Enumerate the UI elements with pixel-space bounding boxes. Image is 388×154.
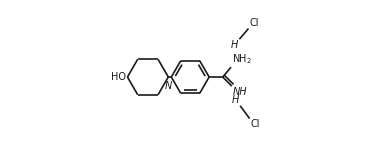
Text: NH$_2$: NH$_2$ (232, 53, 252, 66)
Text: HO: HO (111, 72, 126, 82)
Text: N: N (165, 81, 172, 91)
Text: H: H (231, 40, 238, 50)
Text: Cl: Cl (249, 18, 259, 28)
Text: NH: NH (233, 87, 248, 97)
Text: Cl: Cl (251, 120, 260, 130)
Text: H: H (232, 95, 239, 105)
